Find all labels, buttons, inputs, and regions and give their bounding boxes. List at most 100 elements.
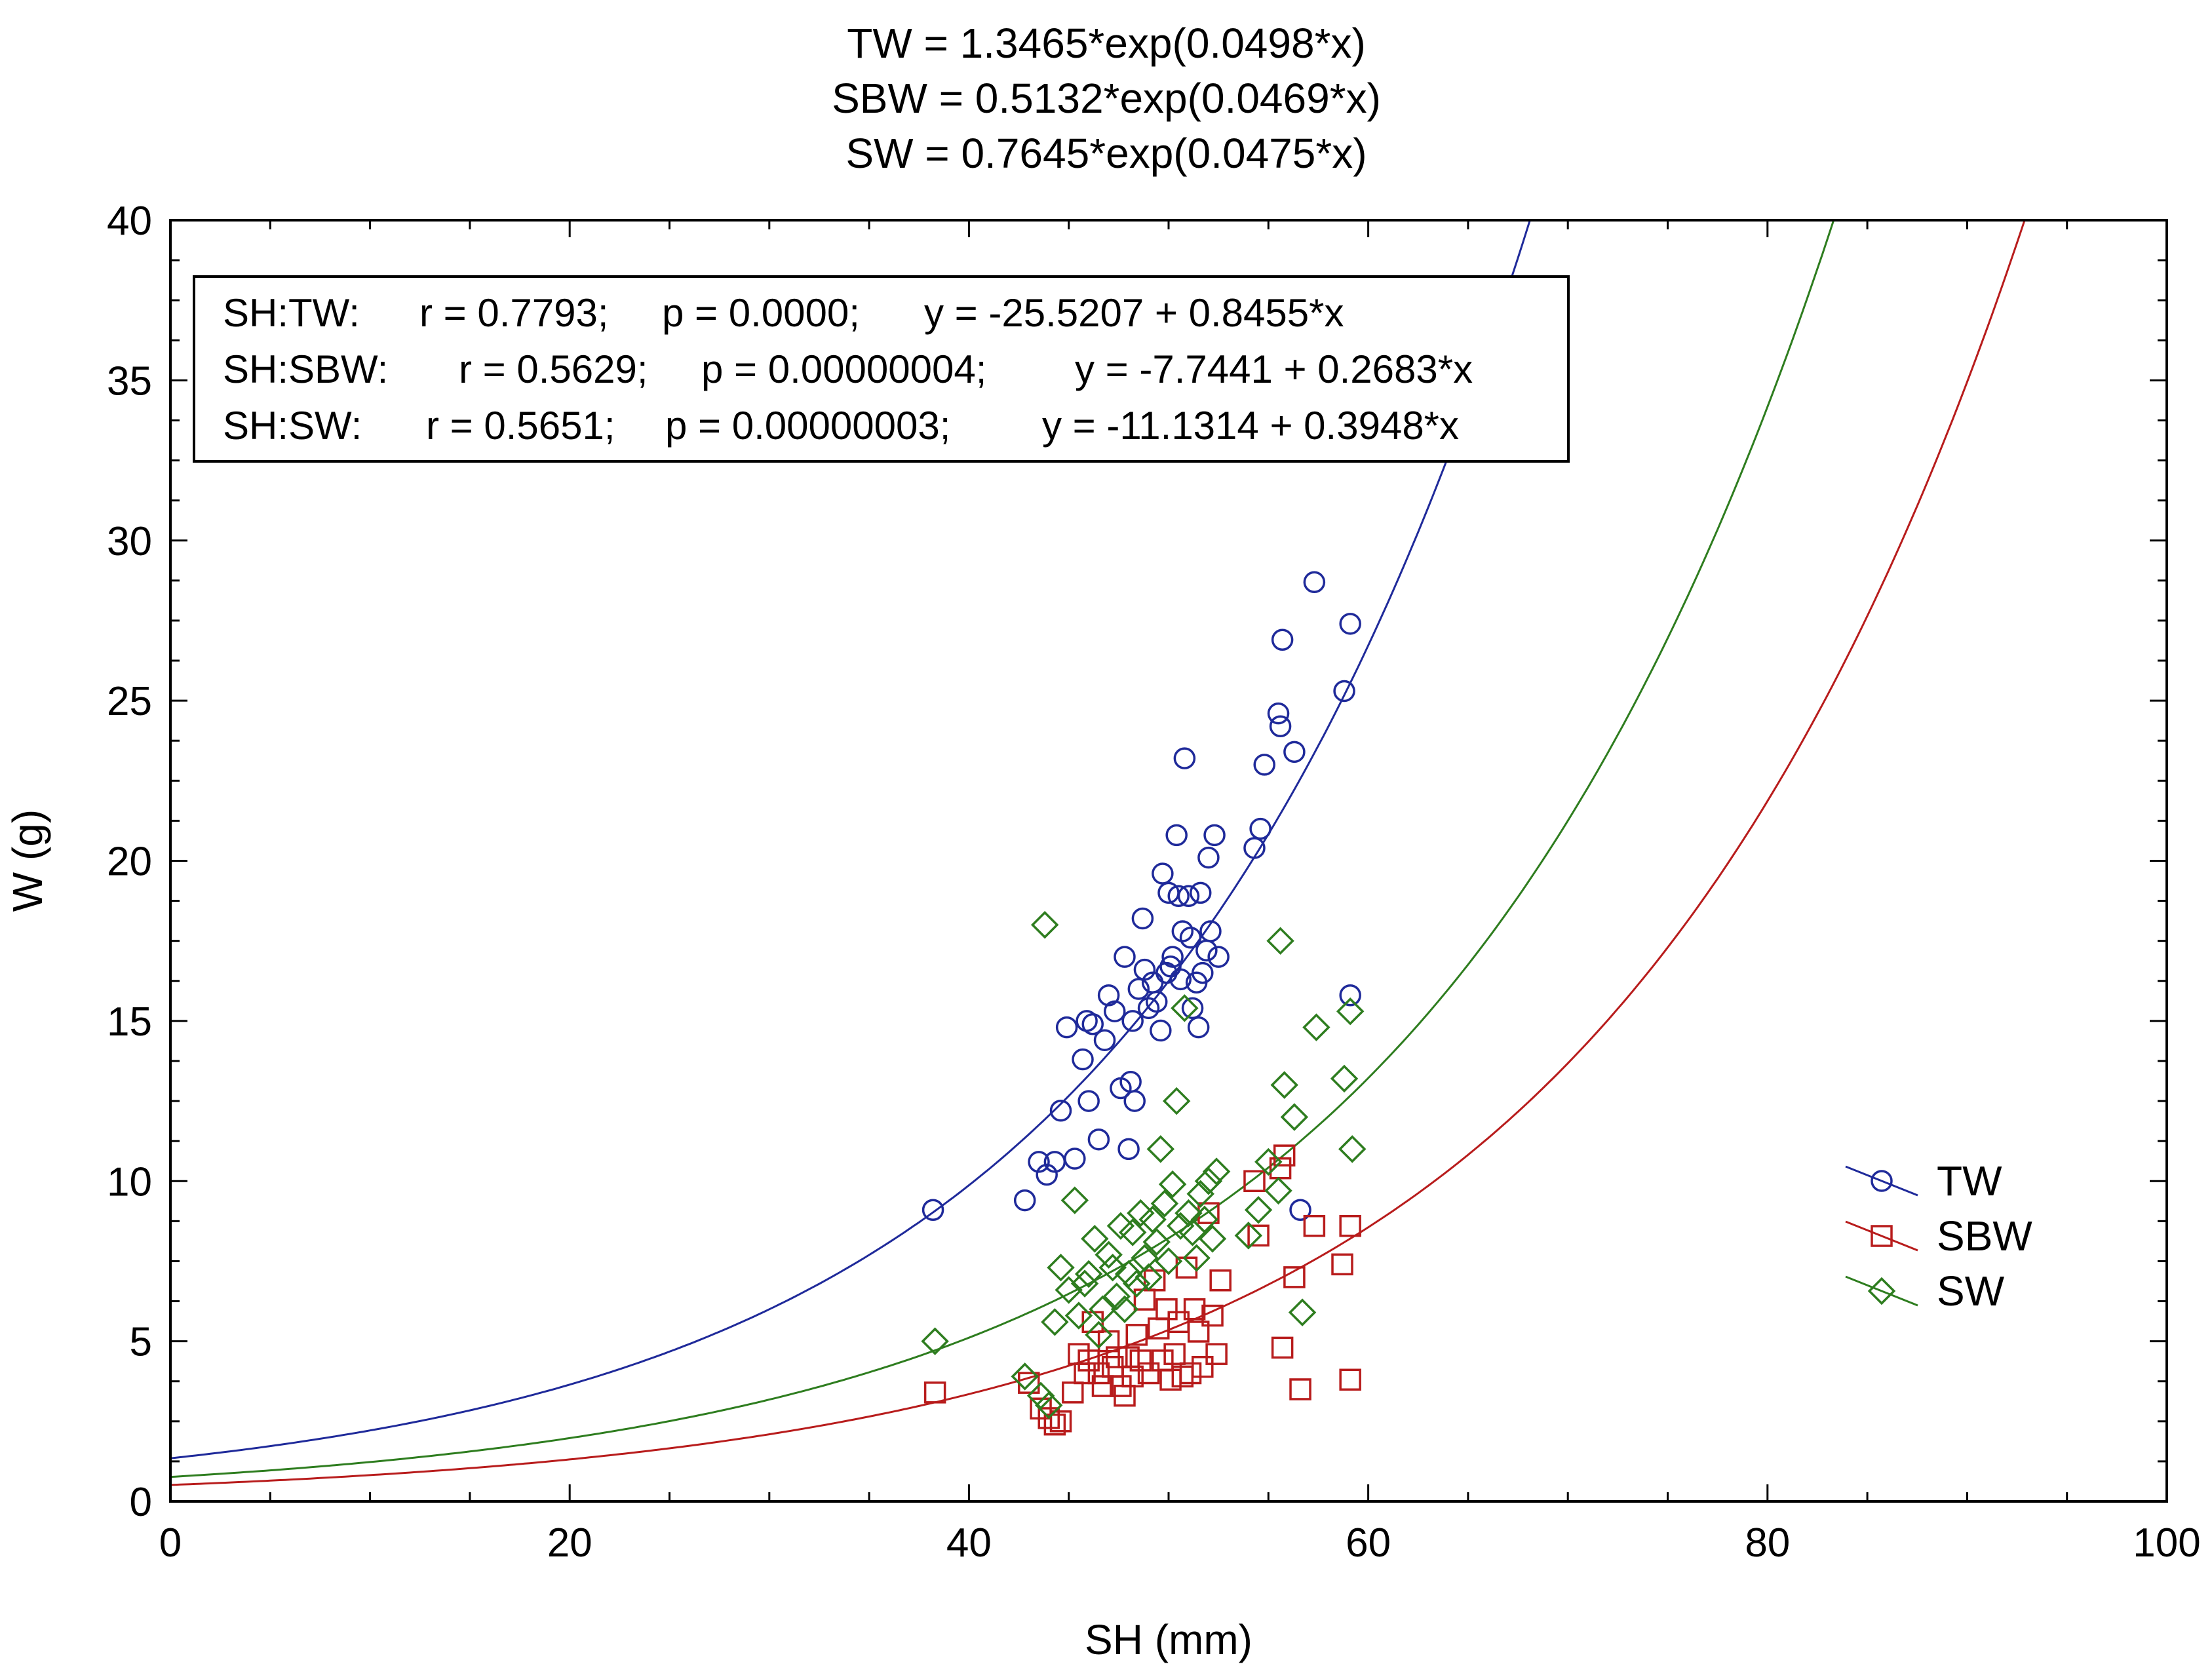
- data-point-tw: [1131, 907, 1154, 930]
- data-point-sbw: [1269, 1157, 1292, 1180]
- stats-label-sw: SH:SW:: [223, 404, 362, 448]
- data-point-sw: [1123, 1269, 1151, 1298]
- x-tick-label: 40: [946, 1520, 992, 1566]
- x-axis-label: SH (mm): [1085, 1616, 1252, 1663]
- data-point-sw: [1336, 997, 1365, 1026]
- data-point-sbw: [1121, 1365, 1144, 1388]
- data-point-sw: [1035, 1391, 1063, 1419]
- legend-item-sbw: SBW: [1845, 1212, 2032, 1260]
- data-point-sbw: [1137, 1362, 1160, 1385]
- data-point-sw: [1198, 1225, 1227, 1253]
- data-point-tw: [1077, 1090, 1100, 1112]
- data-point-sbw: [1038, 1407, 1060, 1429]
- data-point-sbw: [1125, 1324, 1148, 1346]
- data-point-sbw: [1243, 1170, 1266, 1192]
- data-point-sbw: [1283, 1266, 1306, 1288]
- stats-label-tw: SH:TW:: [223, 291, 360, 335]
- data-point-tw: [1253, 754, 1275, 776]
- title-line-2: SBW = 0.5132*exp(0.0469*x): [832, 75, 1381, 122]
- stats-r-sbw: r = 0.5629;: [459, 347, 648, 391]
- data-point-tw: [1152, 862, 1174, 885]
- legend-marker-sw: [1867, 1277, 1896, 1305]
- stats-eq-sbw: y = -7.7441 + 0.2683*x: [1075, 347, 1473, 391]
- data-point-tw: [1093, 1029, 1116, 1051]
- y-tick-label: 35: [107, 358, 152, 404]
- data-point-tw: [1289, 1199, 1311, 1221]
- legend-label-tw: TW: [1937, 1157, 2002, 1205]
- data-point-tw: [1155, 961, 1178, 984]
- data-point-tw: [1243, 837, 1266, 859]
- data-point-sbw: [1062, 1381, 1084, 1404]
- data-point-sbw: [1187, 1321, 1210, 1343]
- data-point-sbw: [1175, 1256, 1198, 1279]
- data-point-sw: [1030, 911, 1059, 939]
- data-point-tw: [1189, 881, 1212, 904]
- data-point-tw: [1173, 747, 1196, 769]
- data-point-tw: [1049, 1099, 1072, 1122]
- data-point-tw: [1169, 968, 1192, 991]
- stats-eq-sw: y = -11.1314 + 0.3948*x: [1042, 404, 1459, 448]
- y-tick-label: 15: [107, 999, 152, 1045]
- data-point-sw: [1070, 1269, 1099, 1298]
- data-point-tw: [1117, 1138, 1140, 1161]
- data-point-sbw: [1271, 1336, 1294, 1359]
- legend-line-sbw: [1845, 1220, 1918, 1252]
- data-point-sw: [1154, 1247, 1183, 1275]
- data-point-tw: [1165, 824, 1188, 847]
- data-point-tw: [1013, 1189, 1036, 1212]
- data-point-tw: [1339, 984, 1361, 1007]
- y-tick-label: 5: [130, 1320, 152, 1365]
- data-point-tw: [1150, 1019, 1172, 1042]
- data-point-tw: [1195, 939, 1218, 962]
- data-point-sw: [1330, 1064, 1359, 1093]
- data-point-sbw: [1183, 1298, 1206, 1321]
- legend: TW SBW SW: [1845, 1157, 2032, 1315]
- series-tw: [922, 571, 1361, 1221]
- data-point-tw: [1339, 613, 1361, 635]
- title-line-3: SW = 0.7645*exp(0.0475*x): [845, 130, 1367, 177]
- stats-p-sbw: p = 0.00000004;: [701, 347, 986, 391]
- data-point-tw: [1167, 885, 1190, 908]
- data-point-tw: [1081, 1013, 1104, 1035]
- data-point-sbw: [1209, 1269, 1232, 1292]
- y-tick-label: 40: [107, 199, 152, 244]
- stats-r-tw: r = 0.7793;: [419, 291, 609, 335]
- stats-label-sbw: SH:SBW:: [223, 347, 388, 391]
- legend-item-sw: SW: [1845, 1267, 2005, 1315]
- legend-line-sw: [1845, 1275, 1918, 1307]
- x-tick-label: 60: [1346, 1520, 1391, 1566]
- y-axis-ticks: 0 5 10 15 20 25 30 35 40: [107, 199, 2167, 1525]
- data-point-sbw: [1339, 1214, 1361, 1237]
- data-point-sbw: [1049, 1410, 1072, 1433]
- x-tick-label: 80: [1745, 1520, 1790, 1566]
- data-point-sw: [1254, 1148, 1283, 1176]
- data-point-sbw: [1163, 1343, 1186, 1365]
- data-point-sbw: [1331, 1253, 1353, 1276]
- data-point-sw: [1182, 1244, 1211, 1272]
- data-point-sw: [1338, 1135, 1367, 1163]
- data-point-sw: [1110, 1295, 1139, 1323]
- data-point-tw: [1036, 1163, 1058, 1186]
- title-line-1: TW = 1.3465*exp(0.0498*x): [847, 20, 1366, 67]
- data-point-sbw: [1192, 1355, 1214, 1378]
- data-point-sw: [1060, 1186, 1089, 1214]
- data-point-tw: [1187, 1016, 1210, 1039]
- x-axis-ticks: 0 20 40 60 80 100: [159, 220, 2201, 1566]
- data-point-sw: [1095, 1241, 1123, 1269]
- data-point-tw: [1145, 990, 1168, 1013]
- x-tick-label: 100: [2133, 1520, 2200, 1566]
- data-point-sw: [1270, 1071, 1298, 1099]
- data-point-sbw: [1201, 1304, 1224, 1327]
- y-tick-label: 10: [107, 1159, 152, 1205]
- data-point-tw: [1064, 1148, 1086, 1170]
- fit-curve-sw: [170, 220, 1835, 1478]
- data-point-sw: [1102, 1282, 1131, 1311]
- fit-curve-tw: [170, 220, 1531, 1459]
- stats-line-sbw: SH:SBW: r = 0.5629; p = 0.00000004; y = …: [223, 347, 1473, 391]
- data-point-sw: [1186, 1180, 1214, 1208]
- data-point-tw: [1207, 946, 1230, 968]
- data-point-sw: [1114, 1260, 1143, 1288]
- data-point-tw: [1121, 1010, 1144, 1032]
- data-point-sbw: [1148, 1317, 1170, 1340]
